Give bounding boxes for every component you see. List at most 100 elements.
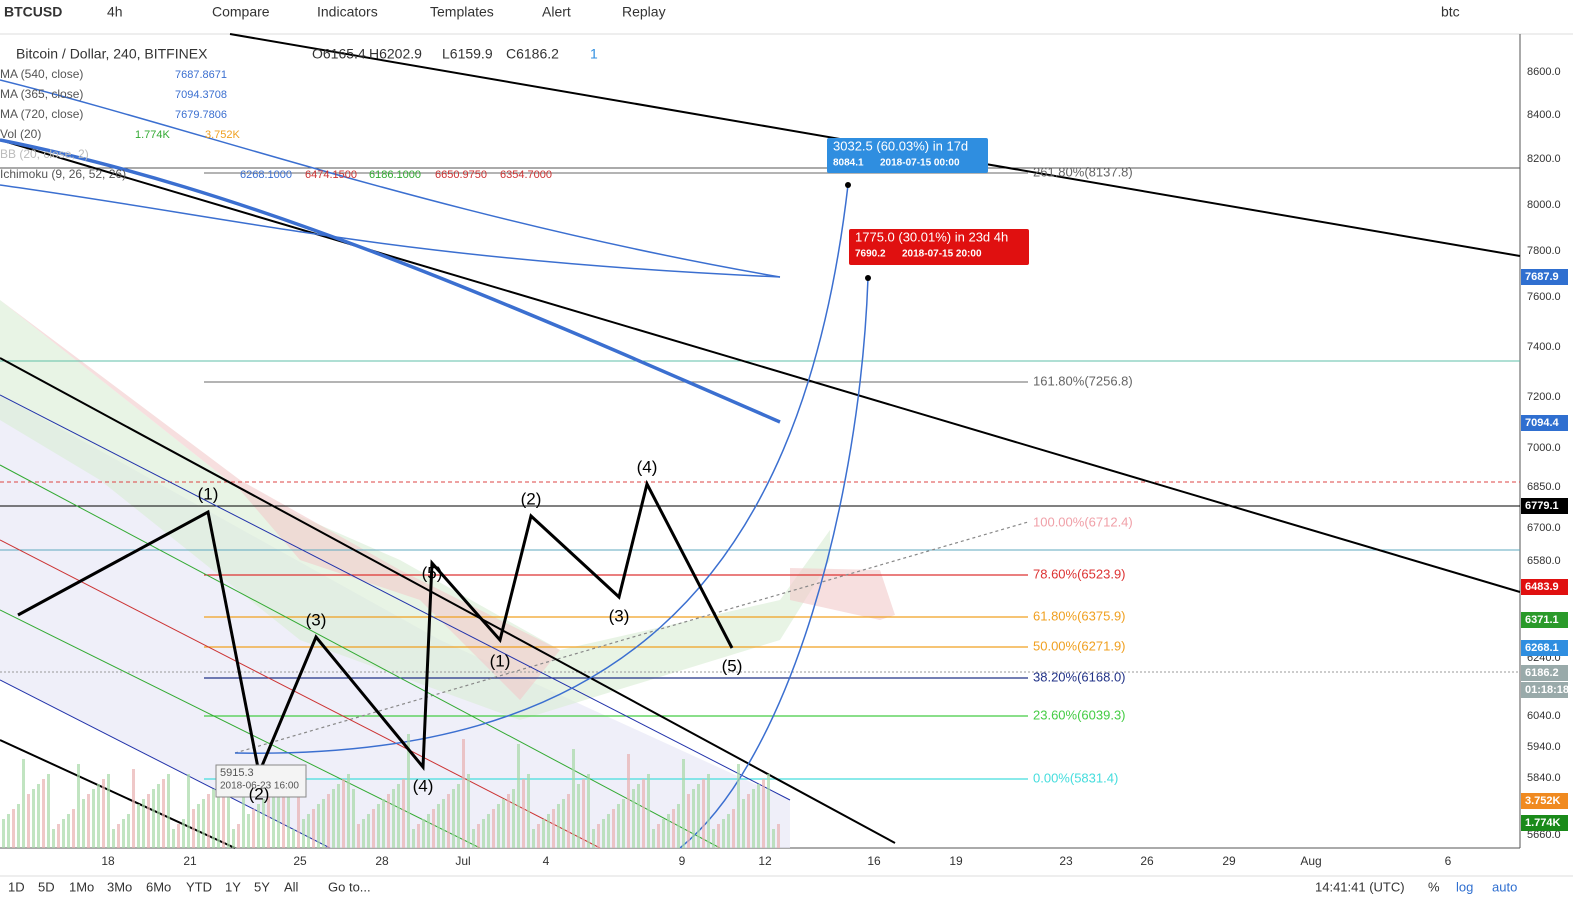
price-badge-label: 7094.4 (1525, 417, 1560, 429)
wave-label: (2) (521, 489, 542, 508)
toolbar-button[interactable]: BTCUSD (4, 4, 62, 20)
volume-bar (287, 774, 290, 848)
callout-box (215, 764, 307, 798)
volume-bar (92, 789, 95, 848)
price-tick-label: 8200.0 (1527, 153, 1561, 165)
price-badge (1521, 269, 1568, 285)
price-tick-label: 7000.0 (1527, 442, 1561, 454)
date-tick-label: 23 (1059, 854, 1073, 868)
volume-bar (727, 814, 730, 848)
volume-bar (72, 809, 75, 848)
bottom-button[interactable]: log (1456, 879, 1473, 894)
indicator-name: BB (20, close, 2) (0, 147, 89, 161)
volume-bar (557, 804, 560, 848)
ichimoku-cloud (0, 300, 830, 720)
volume-bar (87, 794, 90, 848)
volume-bar (582, 779, 585, 848)
range-button[interactable]: 3Mo (107, 879, 132, 894)
volume-bar (412, 829, 415, 848)
volume-bar (477, 824, 480, 848)
range-button[interactable]: 1Mo (69, 879, 94, 894)
toolbar-button[interactable]: Compare (212, 4, 270, 20)
fib-label: 0.00%(5831.4) (1033, 770, 1118, 785)
price-tick-label: 7800.0 (1527, 245, 1561, 257)
callout-box (849, 229, 1029, 265)
volume-bar (252, 809, 255, 848)
bottom-button[interactable]: auto (1492, 879, 1517, 894)
volume-bar (367, 814, 370, 848)
volume-bar (362, 819, 365, 848)
volume-bar (562, 799, 565, 848)
volume-bar (482, 819, 485, 848)
trend-line (0, 357, 896, 844)
volume-bar (227, 774, 230, 848)
toolbar-button[interactable]: 4h (107, 4, 123, 20)
volume-bar (612, 809, 615, 848)
range-button[interactable]: 5Y (254, 879, 270, 894)
volume-bar (667, 814, 670, 848)
volume-bar (22, 759, 25, 848)
range-button[interactable]: 1D (8, 879, 25, 894)
volume-bar (137, 804, 140, 848)
bottom-button[interactable]: Go to... (328, 879, 371, 894)
toolbar-button[interactable]: Replay (622, 4, 666, 20)
fib-label: 23.60%(6039.3) (1033, 707, 1126, 722)
price-tick-label: 6580.0 (1527, 555, 1561, 567)
volume-bar (392, 789, 395, 848)
volume-bar (37, 784, 40, 848)
volume-bar (152, 789, 155, 848)
range-button[interactable]: YTD (186, 879, 212, 894)
legend-title: Bitcoin / Dollar, 240, BITFINEX (16, 46, 208, 62)
volume-bar (762, 779, 765, 848)
bottom-button[interactable]: % (1428, 879, 1440, 894)
moving-averages (0, 79, 869, 849)
volume-bar (717, 824, 720, 848)
price-badge (1521, 612, 1568, 628)
price-tick-label: 8600.0 (1527, 66, 1561, 78)
price-tick-label: 7200.0 (1527, 391, 1561, 403)
toolbar-button[interactable]: btc (1441, 4, 1460, 20)
price-badge (1521, 815, 1568, 831)
ma-line (0, 138, 781, 424)
range-button[interactable]: 1Y (225, 879, 241, 894)
volume-bar (677, 804, 680, 848)
range-button[interactable]: 6Mo (146, 879, 171, 894)
volume-bar (517, 744, 520, 848)
volume-bar (572, 749, 575, 848)
volume-bar (62, 819, 65, 848)
target-point (865, 275, 871, 281)
legend-ohlc: H6202.9 (369, 46, 422, 62)
range-button[interactable]: 5D (38, 879, 55, 894)
price-tick-label: 6700.0 (1527, 522, 1561, 534)
volume-bar (417, 824, 420, 848)
wave-label: (5) (422, 563, 443, 582)
date-tick-label: 21 (183, 854, 197, 868)
indicator-value: 6268.1000 (240, 169, 292, 181)
volume-bar (282, 779, 285, 848)
indicator-name: MA (720, close) (0, 107, 83, 121)
price-badge-label: 3.752K (1525, 795, 1561, 807)
volume-bar (377, 804, 380, 848)
volume-bar (42, 779, 45, 848)
volume-bar (742, 799, 745, 848)
volume-bar (522, 779, 525, 848)
volume-bar (537, 824, 540, 848)
toolbar-button[interactable]: Indicators (317, 4, 378, 20)
wave-label: (4) (637, 457, 658, 476)
volume-bar (67, 814, 70, 848)
volume-bar (132, 769, 135, 848)
price-tick-label: 8400.0 (1527, 109, 1561, 121)
volume-bar (182, 819, 185, 848)
callout-date: 2018-07-15 00:00 (880, 158, 960, 169)
volume-bar (222, 779, 225, 848)
toolbar-button[interactable]: Templates (430, 4, 494, 20)
toolbar-button[interactable]: Alert (542, 4, 571, 20)
volume-bar (467, 774, 470, 848)
volume-bar (697, 784, 700, 848)
volume-bar (157, 784, 160, 848)
ichimoku-cloud-red (0, 300, 560, 700)
range-button[interactable]: All (284, 879, 299, 894)
fib-label: 61.80%(6375.9) (1033, 608, 1126, 623)
volume-bar (232, 829, 235, 848)
date-tick-label: 29 (1222, 854, 1236, 868)
